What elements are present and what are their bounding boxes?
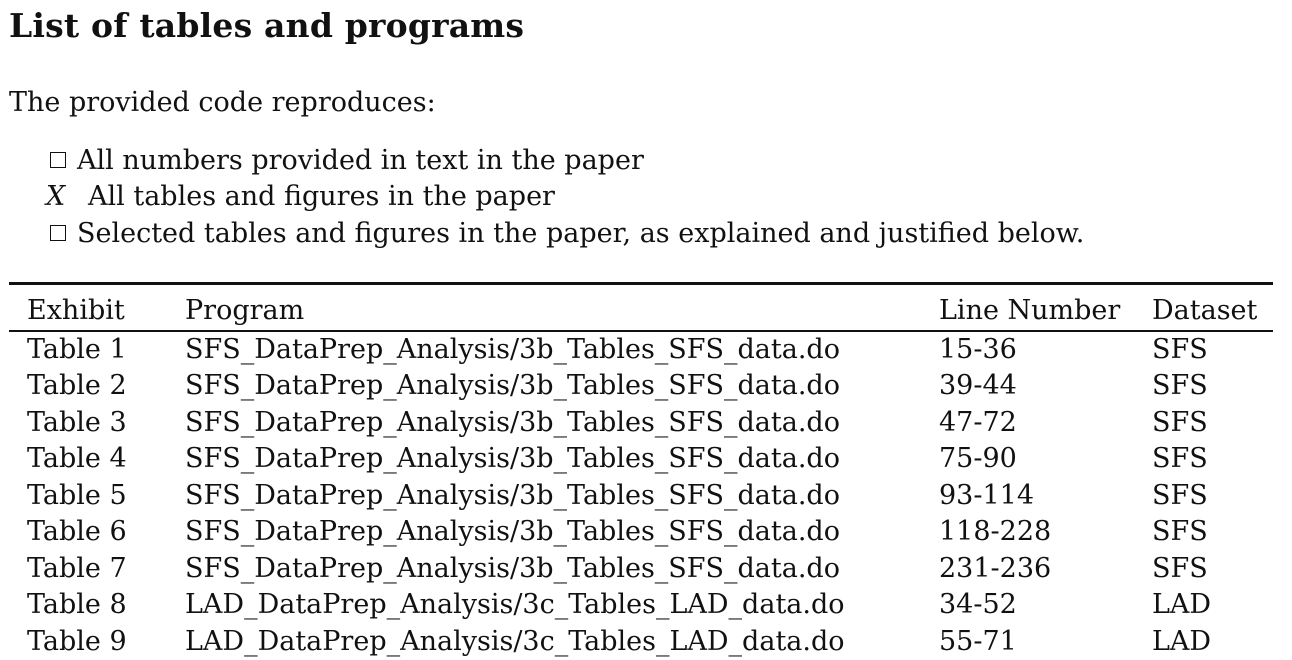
cell-dataset: SFS (1152, 406, 1208, 438)
cell-program: LAD_DataPrep_Analysis/3c_Tables_LAD_data… (185, 589, 845, 621)
cell-dataset: SFS (1152, 552, 1208, 584)
cell-program: SFS_DataPrep_Analysis/3b_Tables_SFS_data… (185, 406, 840, 438)
table-header-row: Exhibit Program Line Number Dataset (9, 292, 1273, 331)
cell-line-number: 55-71 (939, 625, 1017, 657)
checklist-item: All numbers provided in text in the pape… (44, 142, 1084, 179)
cell-program: LAD_DataPrep_Analysis/3c_Tables_LAD_data… (185, 625, 845, 657)
cell-exhibit: Table 9 (27, 625, 127, 657)
cell-program: SFS_DataPrep_Analysis/3b_Tables_SFS_data… (185, 552, 840, 584)
cell-exhibit: Table 8 (27, 589, 127, 621)
table-header-rule (9, 330, 1273, 332)
cell-program: SFS_DataPrep_Analysis/3b_Tables_SFS_data… (185, 333, 840, 365)
cell-exhibit: Table 7 (27, 552, 127, 584)
column-header-line-number: Line Number (939, 294, 1121, 326)
checkbox-empty-icon (50, 225, 66, 242)
intro-text: The provided code reproduces: (9, 87, 436, 118)
cell-line-number: 47-72 (939, 406, 1017, 438)
column-header-program: Program (185, 294, 305, 326)
table-row: Table 8 LAD_DataPrep_Analysis/3c_Tables_… (9, 587, 1273, 624)
table-row: Table 2 SFS_DataPrep_Analysis/3b_Tables_… (9, 368, 1273, 405)
cell-exhibit: Table 5 (27, 479, 127, 511)
cell-exhibit: Table 3 (27, 406, 127, 438)
table-row: Table 9 LAD_DataPrep_Analysis/3c_Tables_… (9, 623, 1273, 660)
checklist-item-label: All tables and figures in the paper (88, 181, 555, 213)
table-row: Table 3 SFS_DataPrep_Analysis/3b_Tables_… (9, 404, 1273, 441)
cell-exhibit: Table 1 (27, 333, 127, 365)
cell-program: SFS_DataPrep_Analysis/3b_Tables_SFS_data… (185, 516, 840, 548)
column-header-exhibit: Exhibit (27, 294, 125, 326)
checkbox-empty-icon (50, 152, 66, 169)
table-row: Table 4 SFS_DataPrep_Analysis/3b_Tables_… (9, 441, 1273, 478)
cell-program: SFS_DataPrep_Analysis/3b_Tables_SFS_data… (185, 370, 840, 402)
page-title: List of tables and programs (9, 6, 525, 45)
table-top-rule (9, 282, 1273, 285)
column-header-dataset: Dataset (1152, 294, 1258, 326)
cell-dataset: SFS (1152, 443, 1208, 475)
cell-exhibit: Table 2 (27, 370, 127, 402)
checklist-item-label: All numbers provided in text in the pape… (77, 144, 644, 176)
checklist-mark: X (46, 181, 66, 213)
cell-exhibit: Table 6 (27, 516, 127, 548)
table-row: Table 5 SFS_DataPrep_Analysis/3b_Tables_… (9, 477, 1273, 514)
cell-dataset: SFS (1152, 516, 1208, 548)
table-row: Table 7 SFS_DataPrep_Analysis/3b_Tables_… (9, 550, 1273, 587)
cell-exhibit: Table 4 (27, 443, 127, 475)
cell-line-number: 75-90 (939, 443, 1017, 475)
cell-line-number: 118-228 (939, 516, 1052, 548)
cell-line-number: 231-236 (939, 552, 1052, 584)
table-row: Table 6 SFS_DataPrep_Analysis/3b_Tables_… (9, 514, 1273, 551)
cell-program: SFS_DataPrep_Analysis/3b_Tables_SFS_data… (185, 479, 840, 511)
cell-dataset: SFS (1152, 370, 1208, 402)
cell-line-number: 15-36 (939, 333, 1017, 365)
cell-dataset: SFS (1152, 333, 1208, 365)
cell-line-number: 39-44 (939, 370, 1017, 402)
cell-dataset: LAD (1152, 589, 1212, 621)
checklist-item: X All tables and figures in the paper (44, 179, 1084, 216)
cell-line-number: 34-52 (939, 589, 1017, 621)
cell-line-number: 93-114 (939, 479, 1035, 511)
cell-dataset: SFS (1152, 479, 1208, 511)
cell-program: SFS_DataPrep_Analysis/3b_Tables_SFS_data… (185, 443, 840, 475)
cell-dataset: LAD (1152, 625, 1212, 657)
programs-table: Exhibit Program Line Number Dataset Tabl… (9, 292, 1273, 660)
checklist: All numbers provided in text in the pape… (44, 142, 1084, 252)
table-row: Table 1 SFS_DataPrep_Analysis/3b_Tables_… (9, 331, 1273, 368)
checklist-item: Selected tables and figures in the paper… (44, 215, 1084, 252)
checklist-item-label: Selected tables and figures in the paper… (77, 217, 1085, 249)
